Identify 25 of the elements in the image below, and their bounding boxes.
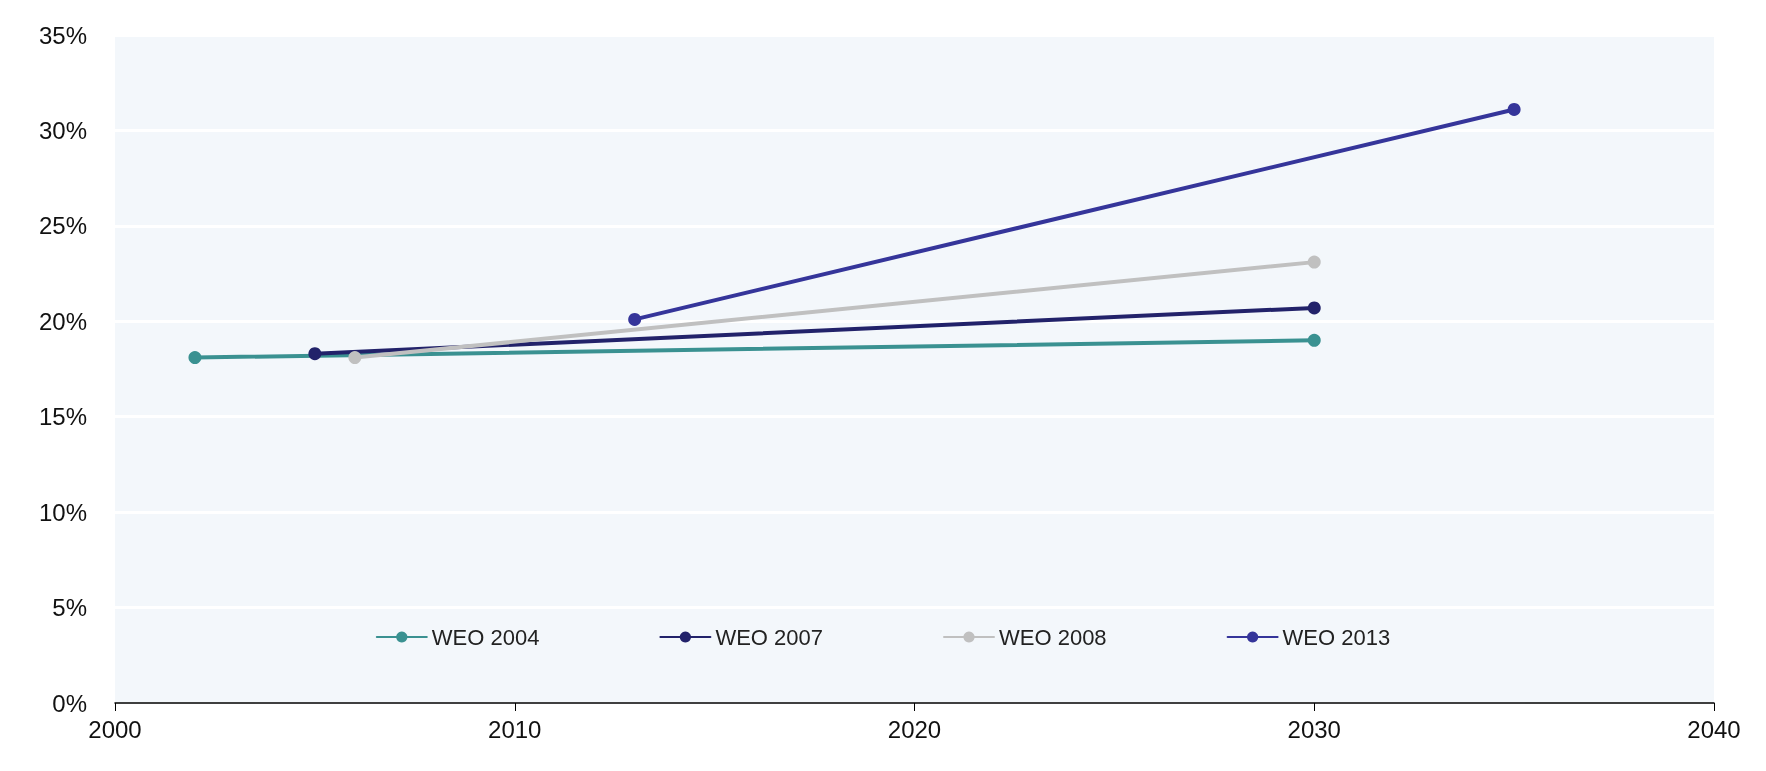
point — [1507, 102, 1521, 116]
point — [1307, 255, 1321, 269]
y-tick-label: 15% — [38, 403, 87, 431]
y-tick-label: 35% — [38, 21, 87, 49]
x-tick-label: 2030 — [1287, 715, 1341, 743]
legend-label: WEO 2004 — [431, 624, 540, 650]
x-tick-label: 2000 — [88, 715, 142, 743]
y-tick-label: 30% — [38, 116, 87, 144]
point — [1307, 301, 1321, 315]
y-tick-label: 20% — [38, 307, 87, 335]
point — [348, 351, 362, 365]
x-tick-label: 2020 — [887, 715, 942, 743]
y-tick-label: 5% — [52, 594, 87, 622]
point — [188, 351, 202, 365]
y-tick-label: 25% — [38, 212, 87, 240]
x-tick-label: 2010 — [488, 715, 542, 743]
x-tick-label: 2040 — [1687, 715, 1741, 743]
point — [1307, 333, 1321, 347]
legend-label: WEO 2008 — [999, 624, 1107, 650]
legend-label: WEO 2013 — [1282, 624, 1391, 650]
y-tick-label: 10% — [38, 498, 87, 526]
point — [308, 347, 322, 361]
y-tick-label: 0% — [52, 689, 87, 717]
legend-label: WEO 2007 — [715, 624, 823, 650]
point — [628, 312, 642, 326]
